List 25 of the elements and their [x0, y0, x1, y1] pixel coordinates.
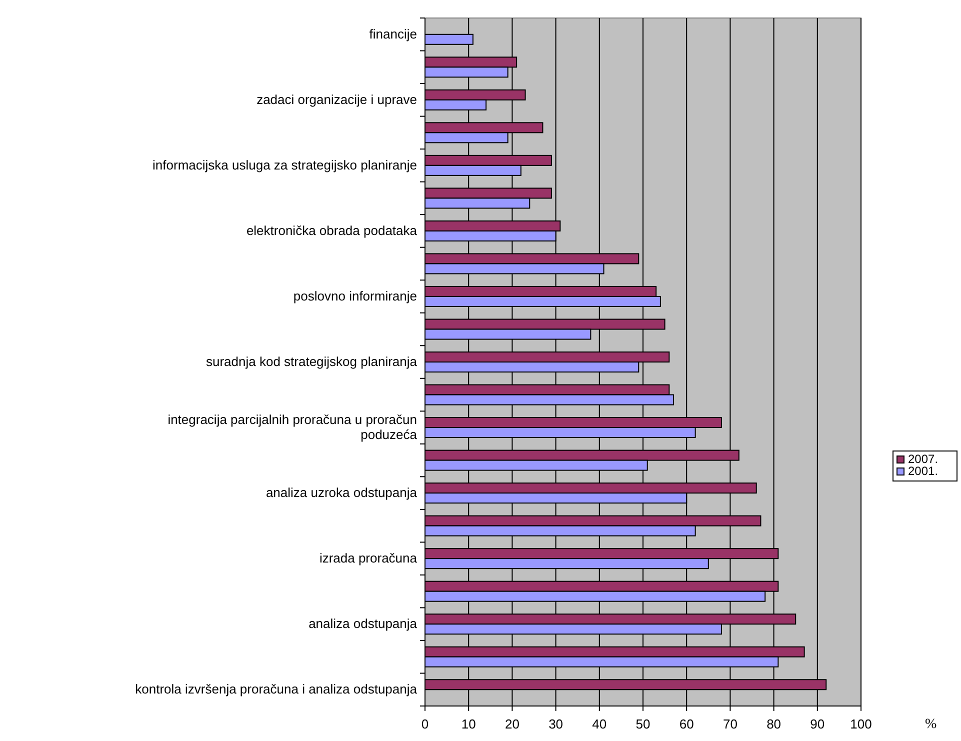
y-tick-label: analiza uzroka odstupanja	[266, 485, 418, 500]
x-tick-label: 0	[421, 716, 429, 732]
x-axis-title: %	[925, 717, 937, 732]
y-tick-label: informacijska usluga za strategijsko planiranje	[152, 157, 417, 172]
x-tick-label: 40	[592, 716, 607, 732]
x-tick-label: 20	[504, 716, 520, 732]
y-tick-label: analiza odstupanja	[308, 616, 418, 632]
x-tick-label: 60	[679, 716, 694, 732]
legend-label: 2001.	[908, 464, 938, 478]
y-tick-label: elektronička obrada podataka	[246, 222, 418, 238]
y-tick-label: poslovno informiranje	[293, 288, 417, 304]
y-tick-label: suradnja kod strategijskog planiranja	[206, 354, 418, 369]
x-tick-label: 50	[636, 716, 650, 732]
y-tick-label: kontrola izvršenja proračuna i analiza odstupanja	[135, 682, 418, 697]
x-tick-label: 80	[766, 716, 782, 732]
y-tick-label: integracija parcijalnih proračuna u proračun poduzeća	[168, 412, 418, 442]
legend-label: 2007.	[908, 452, 938, 466]
x-tick-label: 100	[850, 716, 872, 732]
y-tick-label: izrada proračuna	[319, 550, 418, 566]
x-tick-label: 10	[461, 716, 476, 732]
x-tick-label: 90	[810, 716, 825, 732]
x-tick-label: 30	[548, 716, 564, 732]
x-tick-label: 70	[722, 716, 738, 732]
y-tick-label: financije	[369, 26, 417, 42]
y-tick-label: zadaci organizacije i uprave	[256, 92, 417, 107]
